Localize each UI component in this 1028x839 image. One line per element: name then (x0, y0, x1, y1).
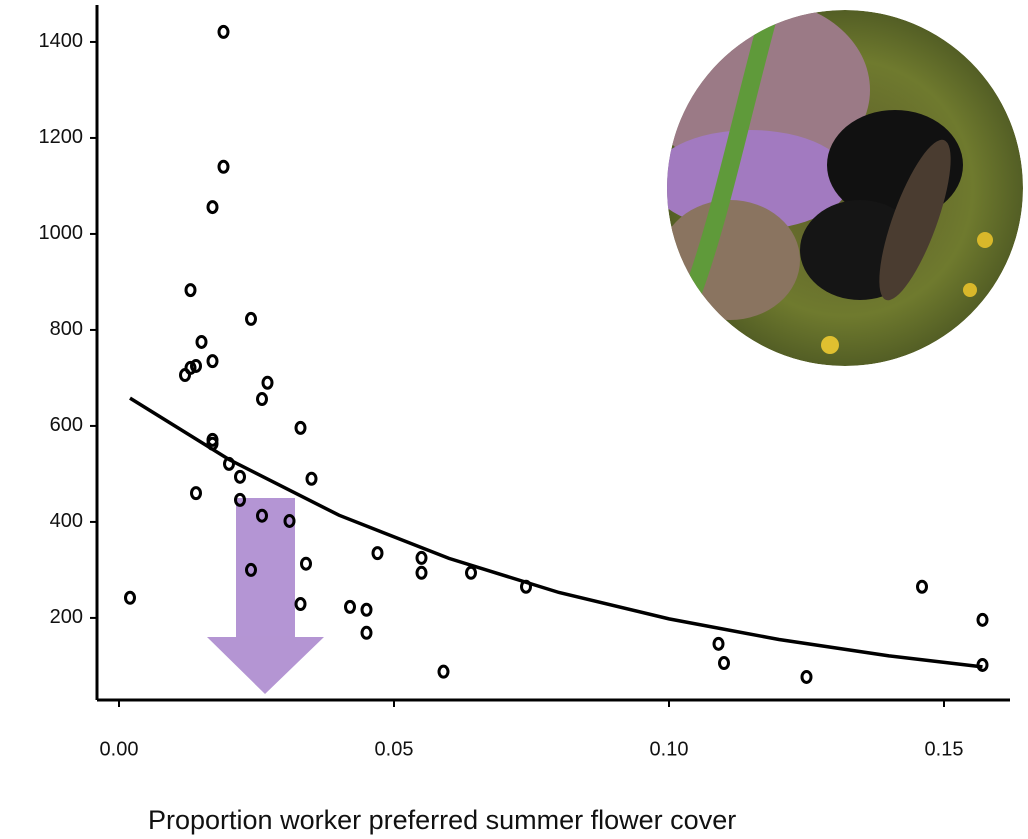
point (247, 313, 256, 324)
point (258, 394, 267, 405)
point (978, 659, 987, 670)
point (296, 422, 305, 433)
x-tick-label: 0.00 (100, 738, 139, 760)
point (714, 638, 723, 649)
point (720, 658, 729, 669)
point (219, 26, 228, 37)
point (346, 601, 355, 612)
y-tick-label: 200 (50, 606, 83, 628)
y-tick-label: 1200 (39, 126, 84, 148)
point (307, 473, 316, 484)
y-tick-label: 1400 (39, 30, 84, 52)
x-tick-label: 0.05 (375, 738, 414, 760)
point (362, 627, 371, 638)
chart: Proportion worker preferred summer flowe… (0, 0, 1028, 839)
point (208, 202, 217, 213)
point (467, 567, 476, 578)
y-tick-label: 600 (50, 414, 83, 436)
y-tick-label: 400 (50, 510, 83, 532)
point (439, 666, 448, 677)
point (192, 488, 201, 499)
point (978, 614, 987, 625)
y-tick-label: 1000 (39, 222, 84, 244)
y-tick-label: 800 (50, 318, 83, 340)
point (296, 599, 305, 610)
point (417, 567, 426, 578)
point (373, 548, 382, 559)
point (918, 581, 927, 592)
point (802, 671, 811, 682)
point (186, 285, 195, 296)
point (417, 552, 426, 563)
point (197, 336, 206, 347)
arrow (207, 498, 324, 694)
point (126, 592, 135, 603)
point (362, 604, 371, 615)
point (263, 377, 272, 388)
point (236, 471, 245, 482)
photo (650, 0, 1023, 366)
x-axis-label: Proportion worker preferred summer flowe… (148, 805, 736, 835)
point (208, 356, 217, 367)
x-tick-label: 0.10 (650, 738, 689, 760)
point (302, 558, 311, 569)
point (219, 161, 228, 172)
x-tick-label: 0.15 (925, 738, 964, 760)
